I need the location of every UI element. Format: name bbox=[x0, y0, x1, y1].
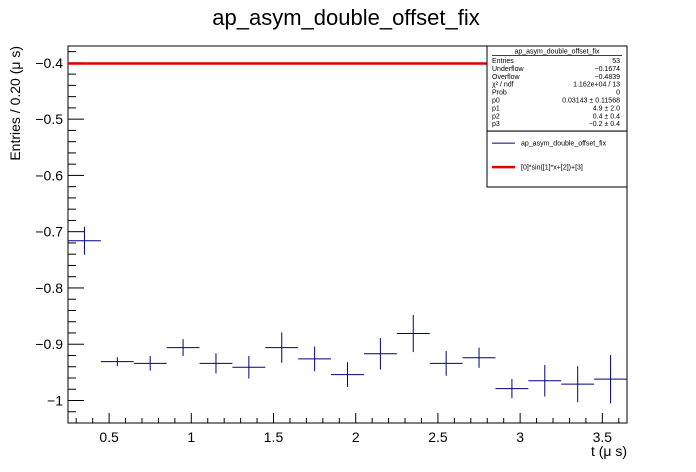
y-tick-label: −0.6 bbox=[35, 167, 63, 183]
y-tick-label: −0.4 bbox=[35, 55, 63, 71]
y-tick-label: −0.8 bbox=[35, 280, 63, 296]
stats-value: 0 bbox=[616, 90, 620, 97]
stats-key: p0 bbox=[492, 98, 500, 105]
data-point bbox=[396, 314, 430, 353]
stats-title: ap_asym_double_offset_fix bbox=[514, 49, 600, 56]
stats-key: p2 bbox=[492, 113, 500, 120]
data-point bbox=[166, 339, 200, 357]
x-tick-label: 2 bbox=[352, 429, 360, 445]
x-tick-label: 3.5 bbox=[593, 429, 613, 445]
stats-value: 1.162e+04 / 13 bbox=[573, 82, 620, 89]
stats-value: 0.4 ± 0.4 bbox=[593, 113, 620, 120]
stats-value: 53 bbox=[612, 58, 620, 65]
legend-frame bbox=[486, 130, 628, 188]
x-tick-label: 0.5 bbox=[99, 429, 119, 445]
stats-key: Underflow bbox=[492, 66, 524, 73]
data-point bbox=[199, 353, 233, 374]
stats-key: p3 bbox=[492, 121, 500, 128]
y-tick-label: −0.9 bbox=[35, 336, 63, 352]
legend-box: ap_asym_double_offset_fix [0]*sin([1]*x+[… bbox=[486, 130, 628, 188]
x-axis-label: t (μ s) bbox=[591, 443, 627, 459]
data-point bbox=[594, 354, 627, 404]
stats-value: −0.4839 bbox=[595, 74, 621, 81]
stats-key: p1 bbox=[492, 105, 500, 112]
stats-key: Overflow bbox=[492, 74, 521, 81]
y-axis-label: Entries / 0.20 (μ s) bbox=[7, 46, 23, 161]
data-point bbox=[68, 226, 101, 255]
data-point bbox=[495, 379, 529, 399]
chart-title: ap_asym_double_offset_fix bbox=[212, 5, 479, 30]
stats-box-frame bbox=[486, 45, 628, 132]
y-tick-label: −0.5 bbox=[35, 111, 63, 127]
x-tick-label: 1.5 bbox=[264, 429, 284, 445]
legend-label: ap_asym_double_offset_fix bbox=[521, 141, 607, 148]
y-tick-label: −1 bbox=[47, 392, 63, 408]
stats-key: Prob bbox=[492, 90, 507, 97]
data-point bbox=[232, 356, 266, 379]
data-point bbox=[462, 347, 496, 368]
stats-value: 4.9 ± 2.0 bbox=[593, 105, 620, 112]
plot-frame bbox=[67, 45, 628, 424]
stats-key: χ² / ndf bbox=[492, 82, 514, 89]
stats-value: 0.03143 ± 0.11568 bbox=[562, 98, 620, 105]
axes: 0.5 1 1.5 2 2.5 3 3.5 −1 −0.9 −0.8 −0.7 −0.6 −0.5 −0.… bbox=[35, 51, 620, 445]
x-tick-label: 3 bbox=[516, 429, 524, 445]
stats-key: Entries bbox=[492, 58, 514, 65]
data-point bbox=[298, 346, 332, 372]
stats-value: −0.1674 bbox=[595, 66, 621, 73]
data-point bbox=[363, 338, 397, 370]
y-tick-label: −0.7 bbox=[35, 224, 63, 240]
data-point bbox=[133, 356, 167, 371]
x-tick-label: 1 bbox=[187, 429, 195, 445]
data-point bbox=[528, 365, 562, 397]
data-point bbox=[331, 362, 364, 387]
data-point bbox=[561, 366, 595, 403]
legend-label: [0]*sin([1]*x+[2])+[3] bbox=[521, 165, 583, 172]
data-point bbox=[100, 357, 134, 367]
x-tick-label: 2.5 bbox=[428, 429, 448, 445]
data-point bbox=[429, 350, 463, 376]
stats-value: −0.2 ± 0.4 bbox=[589, 121, 620, 128]
data-point bbox=[265, 332, 299, 363]
